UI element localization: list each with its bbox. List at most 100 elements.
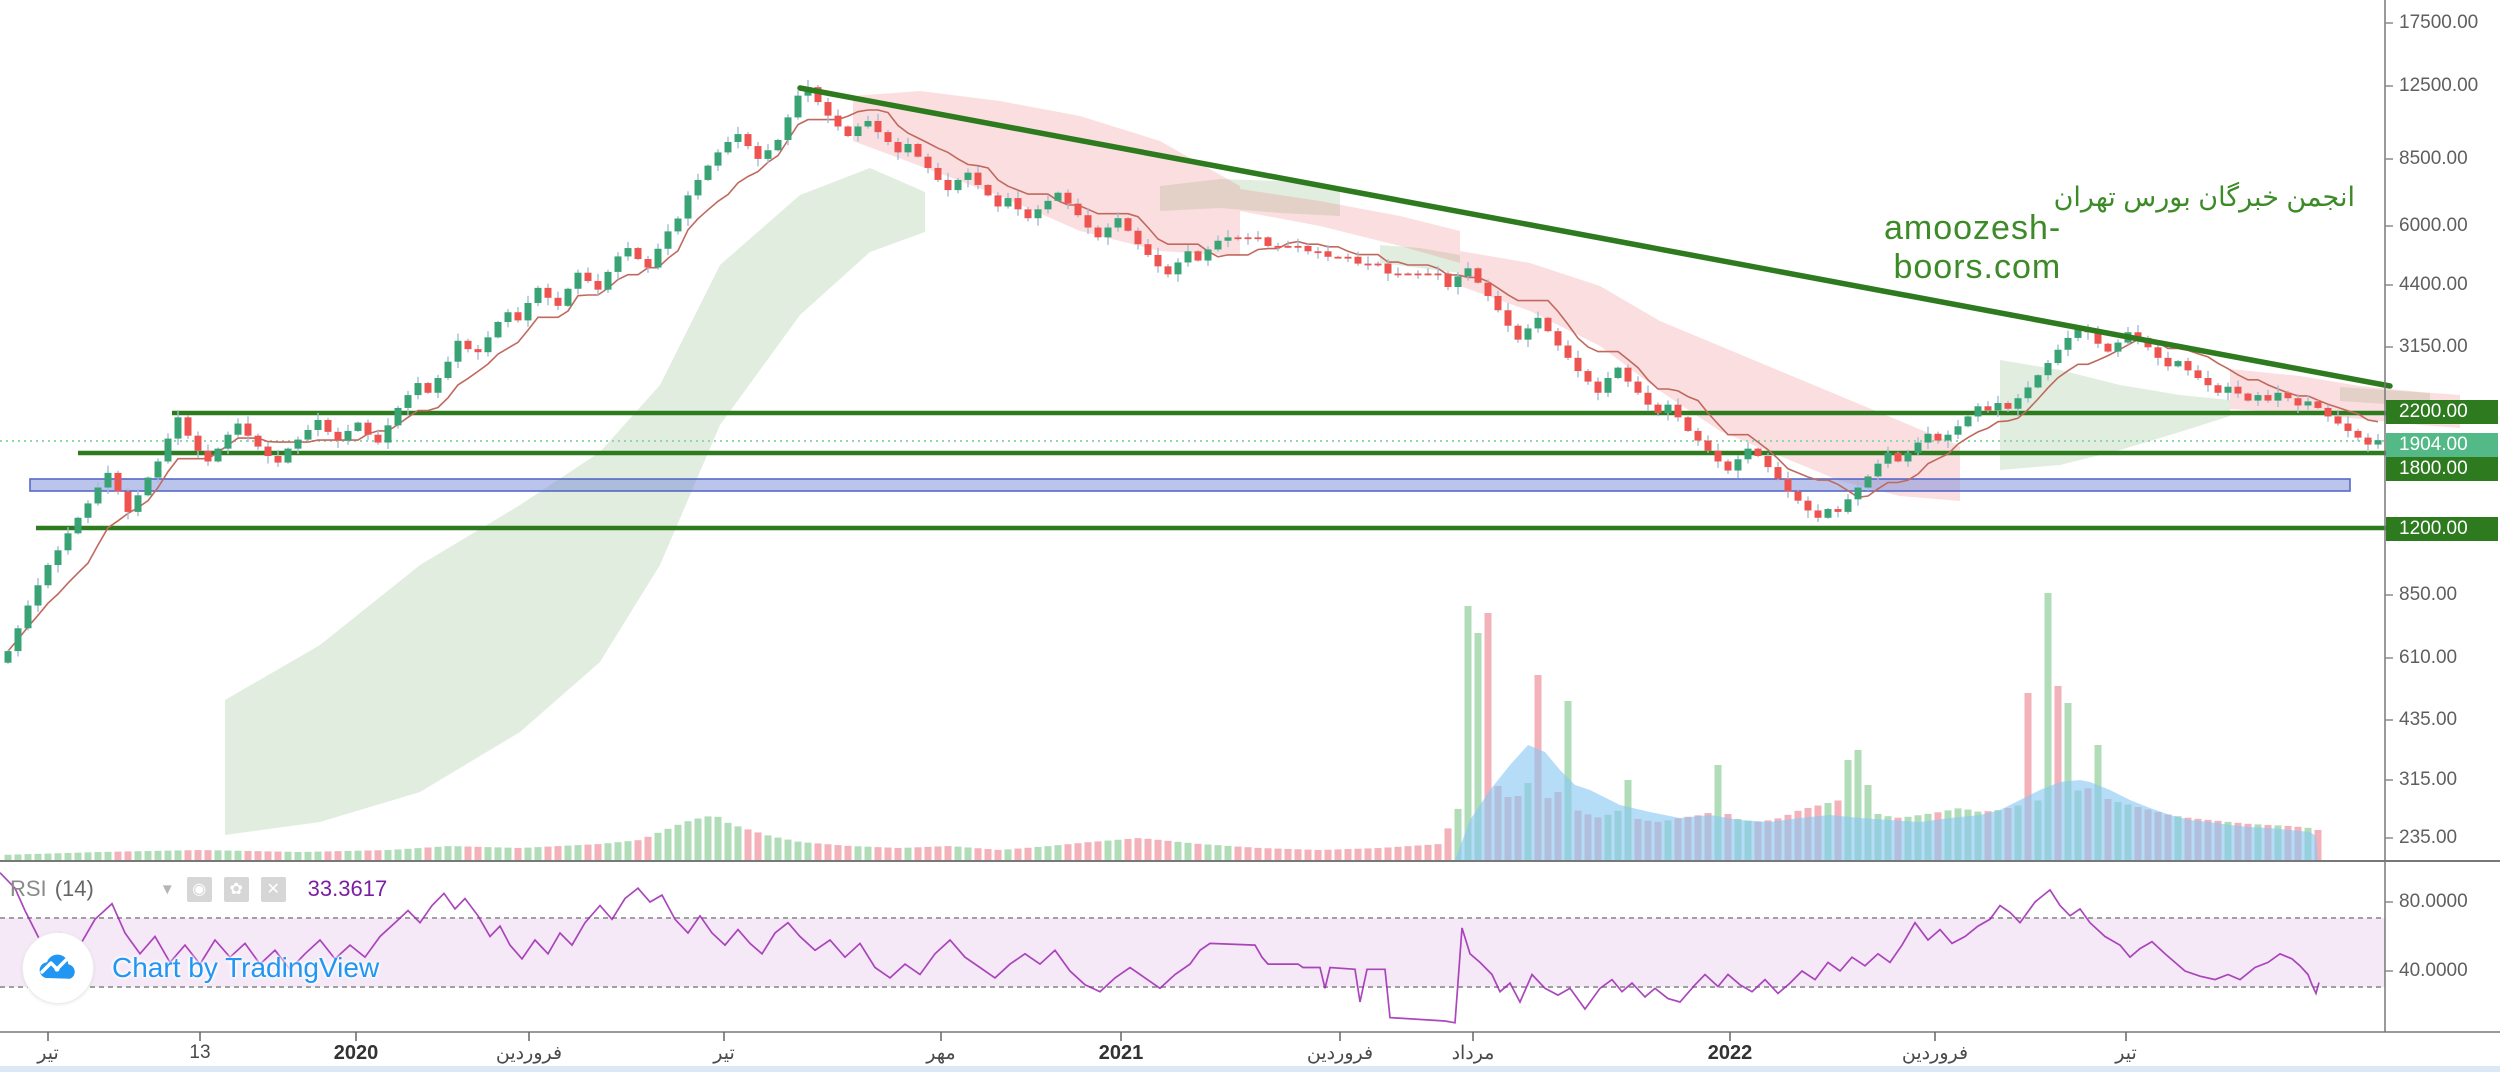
candle-body bbox=[2024, 387, 2032, 399]
candle-body bbox=[1684, 417, 1692, 431]
volume-bar bbox=[254, 851, 262, 860]
candle-body bbox=[1044, 200, 1052, 210]
time-axis-label[interactable]: تیر bbox=[2115, 1043, 2137, 1064]
volume-bar bbox=[1154, 839, 1162, 860]
volume-bar bbox=[214, 850, 222, 860]
settings-icon[interactable]: ✿ bbox=[223, 876, 249, 902]
candle-body bbox=[1474, 268, 1482, 283]
volume-bar bbox=[394, 849, 402, 860]
time-axis-label[interactable]: 2020 bbox=[333, 1042, 379, 1064]
candle-body bbox=[824, 102, 832, 116]
volume-bar bbox=[34, 853, 42, 860]
volume-bar bbox=[1234, 846, 1242, 860]
candle-body bbox=[534, 287, 542, 303]
tradingview-logo-icon[interactable] bbox=[22, 932, 94, 1004]
volume-bar bbox=[804, 842, 812, 860]
price-axis-label[interactable]: 8500.00 bbox=[2399, 148, 2468, 169]
price-axis-label[interactable]: 12500.00 bbox=[2399, 75, 2479, 96]
volume-bar bbox=[714, 816, 722, 860]
candle-body bbox=[2314, 401, 2322, 408]
time-axis-label[interactable]: فروردین bbox=[1901, 1043, 1969, 1064]
candle-body bbox=[664, 231, 672, 249]
candle-body bbox=[1614, 367, 1622, 379]
volume-bar bbox=[24, 854, 32, 860]
volume-bar bbox=[524, 847, 532, 860]
time-axis-label[interactable]: فروردین bbox=[1306, 1043, 1374, 1064]
candle-body bbox=[1784, 478, 1792, 492]
volume-bar bbox=[924, 846, 932, 860]
price-level-label: 1904.00 bbox=[2386, 433, 2498, 457]
volume-bar bbox=[974, 848, 982, 860]
volume-bar bbox=[574, 845, 582, 860]
candle-body bbox=[754, 146, 762, 159]
volume-bar bbox=[224, 850, 232, 860]
candle-body bbox=[1074, 203, 1082, 216]
candle-body bbox=[1274, 245, 1282, 248]
volume-bar bbox=[374, 850, 382, 860]
kijun-line bbox=[7, 109, 2379, 652]
branding-label[interactable]: Chart by TradingView bbox=[112, 952, 380, 983]
price-axis-label[interactable]: 17500.00 bbox=[2399, 12, 2479, 33]
candle-body bbox=[1504, 310, 1512, 326]
candle-body bbox=[2104, 343, 2112, 352]
candle-body bbox=[764, 150, 772, 159]
candle-body bbox=[2224, 386, 2232, 393]
time-axis-label[interactable]: 2022 bbox=[1707, 1042, 1753, 1064]
volume-bar bbox=[184, 850, 192, 860]
candle-body bbox=[604, 271, 612, 290]
volume-bar bbox=[874, 847, 882, 860]
volume-bar bbox=[1024, 847, 1032, 860]
candle-body bbox=[2094, 332, 2102, 344]
candle-body bbox=[2344, 423, 2352, 431]
candle-body bbox=[2064, 337, 2072, 350]
rsi-axis-label[interactable]: 80.0000 bbox=[2399, 891, 2468, 912]
volume-bar bbox=[1124, 838, 1132, 860]
price-axis-label[interactable]: 235.00 bbox=[2399, 827, 2458, 848]
volume-bar bbox=[684, 821, 692, 860]
rsi-axis-label[interactable]: 40.0000 bbox=[2399, 960, 2468, 981]
candle-body bbox=[1564, 345, 1572, 358]
candle-body bbox=[1844, 499, 1852, 512]
volume-bar bbox=[1194, 843, 1202, 860]
price-axis-label[interactable]: 6000.00 bbox=[2399, 215, 2468, 236]
volume-bar bbox=[614, 842, 622, 860]
candle-body bbox=[1494, 295, 1502, 311]
volume-bar bbox=[764, 835, 772, 860]
tradingview-branding[interactable]: Chart by TradingView bbox=[22, 932, 379, 1004]
visibility-icon[interactable]: ◉ bbox=[186, 876, 212, 902]
price-axis-label[interactable]: 850.00 bbox=[2399, 584, 2458, 605]
price-axis-label[interactable]: 435.00 bbox=[2399, 709, 2458, 730]
candle-body bbox=[304, 429, 312, 440]
candle-body bbox=[1814, 510, 1822, 518]
volume-bar bbox=[604, 843, 612, 860]
price-axis-label[interactable]: 4400.00 bbox=[2399, 274, 2468, 295]
time-axis-label[interactable]: تیر bbox=[37, 1043, 59, 1064]
chevron-down-icon[interactable]: ▼ bbox=[159, 880, 175, 898]
time-axis-label[interactable]: فروردین bbox=[495, 1043, 563, 1064]
candle-body bbox=[1604, 378, 1612, 393]
candle-body bbox=[1944, 434, 1952, 441]
time-axis-label[interactable]: مرداد bbox=[1451, 1043, 1495, 1064]
ichimoku-green-cloud bbox=[1160, 179, 1340, 216]
volume-bar bbox=[194, 850, 202, 860]
volume-bar bbox=[144, 851, 152, 860]
candle-body bbox=[254, 435, 262, 447]
close-icon[interactable]: ✕ bbox=[260, 876, 286, 902]
time-axis-label[interactable]: 13 bbox=[189, 1042, 211, 1063]
candle-body bbox=[54, 550, 62, 566]
volume-bar bbox=[1424, 844, 1432, 860]
time-axis-label[interactable]: 2021 bbox=[1098, 1042, 1144, 1064]
time-axis-label[interactable]: تیر bbox=[713, 1043, 735, 1064]
price-axis-label[interactable]: 315.00 bbox=[2399, 769, 2458, 790]
candle-body bbox=[314, 419, 322, 430]
candle-body bbox=[404, 395, 412, 408]
volume-bar bbox=[324, 851, 332, 860]
candle-body bbox=[1254, 237, 1262, 240]
price-axis-label[interactable]: 3150.00 bbox=[2399, 336, 2468, 357]
volume-bar bbox=[994, 849, 1002, 860]
candle-body bbox=[14, 628, 22, 652]
price-axis-label[interactable]: 610.00 bbox=[2399, 647, 2458, 668]
time-axis-label[interactable]: مهر bbox=[926, 1043, 956, 1064]
candle-body bbox=[84, 503, 92, 518]
